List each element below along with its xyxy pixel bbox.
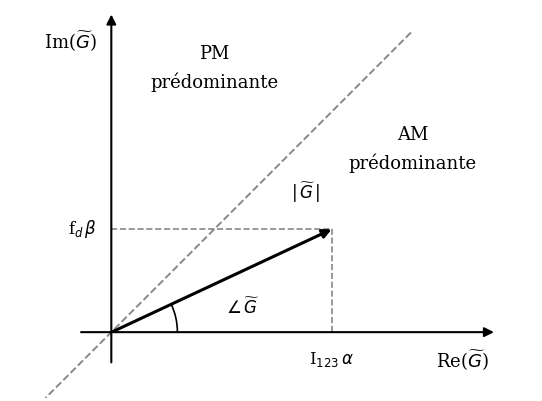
Text: $\angle\,\widetilde{G}$: $\angle\,\widetilde{G}$ [226,296,260,317]
Text: Im($\widetilde{G}$): Im($\widetilde{G}$) [44,29,96,53]
Text: f$_d\,\beta$: f$_d\,\beta$ [68,217,96,239]
Text: PM
prédominante: PM prédominante [150,45,278,92]
Text: AM
prédominante: AM prédominante [349,126,476,172]
Text: Re($\widetilde{G}$): Re($\widetilde{G}$) [436,347,489,371]
Text: I$_{123}\,\alpha$: I$_{123}\,\alpha$ [309,349,354,368]
Text: $|\,\widetilde{G}\,|$: $|\,\widetilde{G}\,|$ [291,179,320,204]
